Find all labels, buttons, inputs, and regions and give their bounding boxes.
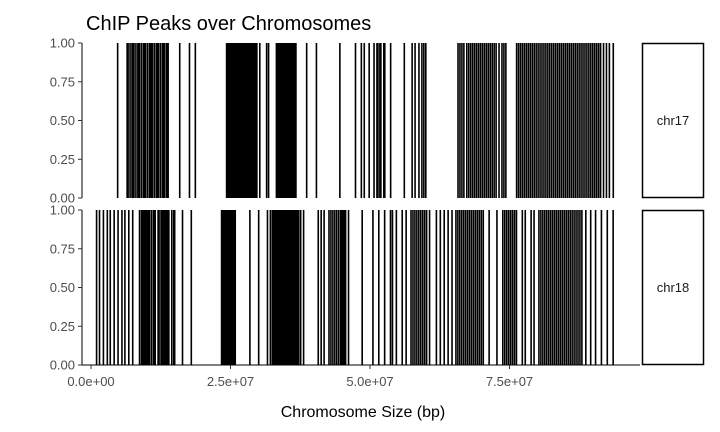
peak-lines-chr18 <box>95 210 614 365</box>
y-tick-label: 0.00 <box>50 191 75 206</box>
peak-lines-chr17 <box>116 43 615 198</box>
chart-title: ChIP Peaks over Chromosomes <box>86 13 371 35</box>
facet-strip-chr18 <box>641 209 705 366</box>
y-tick-label: 1.00 <box>50 36 75 51</box>
y-tick-label: 0.75 <box>50 241 75 256</box>
facet-panel-chr18: 0.00 0.25 0.50 0.75 1.00 chr18 <box>50 203 705 373</box>
x-axis: 0.0e+00 2.5e+07 5.0e+07 7.5e+07 <box>67 364 640 389</box>
facet-strip-label: chr18 <box>657 280 690 295</box>
x-tick-label: 2.5e+07 <box>207 374 254 389</box>
facet-strip-chr17 <box>641 42 705 199</box>
y-tick-label: 0.75 <box>50 74 75 89</box>
y-tick-label: 1.00 <box>50 203 75 218</box>
x-tick-label: 5.0e+07 <box>346 374 393 389</box>
x-tick-label: 0.0e+00 <box>67 374 114 389</box>
y-tick-label: 0.25 <box>50 152 75 167</box>
facet-panels: 0.00 0.25 0.50 0.75 1.00 chr17 0.00 0.25 0.50 0.7… <box>50 36 705 373</box>
x-tick-label: 7.5e+07 <box>486 374 533 389</box>
y-tick-label: 0.50 <box>50 113 75 128</box>
y-tick-label: 0.50 <box>50 280 75 295</box>
x-axis-title: Chromosome Size (bp) <box>281 404 446 421</box>
facet-panel-chr17: 0.00 0.25 0.50 0.75 1.00 chr17 <box>50 36 705 206</box>
facet-strip-label: chr17 <box>657 113 690 128</box>
y-tick-label: 0.00 <box>50 358 75 373</box>
y-tick-label: 0.25 <box>50 319 75 334</box>
